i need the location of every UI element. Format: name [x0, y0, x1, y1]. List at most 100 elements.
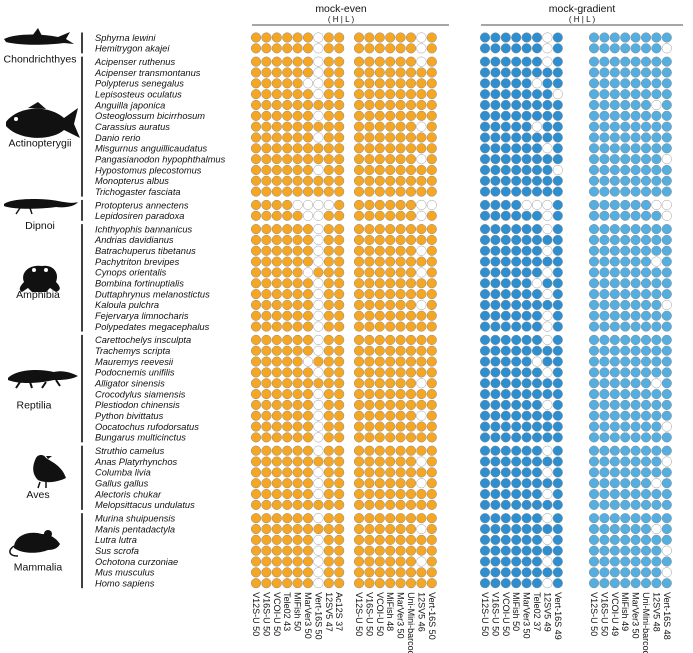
- shark-icon: [4, 28, 74, 45]
- dot-detected: [599, 345, 610, 356]
- dot-detected: [609, 488, 620, 500]
- dot-detected: [661, 367, 672, 378]
- dot-detected: [479, 399, 491, 410]
- dot-detected: [364, 256, 375, 267]
- dot-detected: [531, 67, 543, 78]
- dot-detected: [490, 410, 501, 421]
- dot-detected: [426, 78, 437, 89]
- dot-empty: [302, 267, 314, 278]
- dot-detected: [282, 143, 293, 154]
- dot-detected: [353, 164, 365, 176]
- dot-detected: [261, 545, 272, 556]
- dot-detected: [271, 299, 282, 310]
- dot-detected: [479, 445, 491, 456]
- dot-detected: [531, 210, 543, 221]
- dot-detected: [250, 78, 262, 89]
- dot-detected: [374, 523, 385, 535]
- dot-detected: [609, 256, 620, 267]
- dot-detected: [374, 256, 385, 267]
- dot-detected: [282, 399, 293, 410]
- dot-detected: [261, 164, 272, 176]
- dot-detected: [620, 478, 631, 489]
- dot-detected: [313, 121, 324, 132]
- dot-detected: [479, 421, 491, 432]
- dot-detected: [405, 488, 417, 500]
- dot-detected: [552, 99, 563, 111]
- dot-detected: [490, 389, 501, 400]
- dot-empty: [542, 289, 553, 300]
- dot-detected: [609, 445, 620, 456]
- dot-detected: [500, 310, 511, 321]
- dot-detected: [364, 321, 375, 332]
- dot-detected: [261, 356, 272, 367]
- dot-detected: [479, 478, 491, 489]
- dot-detected: [620, 499, 631, 510]
- dot-detected: [282, 186, 293, 197]
- dot-detected: [405, 267, 417, 278]
- dot-detected: [271, 378, 282, 389]
- dot-detected: [640, 256, 652, 267]
- dot-detected: [374, 89, 385, 100]
- dot-detected: [661, 278, 672, 289]
- dot-detected: [385, 378, 396, 389]
- dot-detected: [609, 32, 620, 43]
- dot-detected: [334, 567, 345, 578]
- dot-detected: [511, 224, 522, 235]
- dot-detected: [374, 245, 385, 256]
- dot-detected: [395, 367, 406, 378]
- dot-detected: [405, 299, 417, 310]
- dot-detected: [542, 67, 553, 78]
- dot-detected: [405, 513, 417, 524]
- dot-detected: [323, 567, 334, 578]
- dot-detected: [385, 67, 396, 78]
- dot-detected: [385, 356, 396, 367]
- dot-empty: [313, 299, 324, 310]
- dot-detected: [261, 345, 272, 356]
- dot-detected: [511, 245, 522, 256]
- dot-detected: [405, 523, 417, 535]
- dot-detected: [405, 164, 417, 176]
- dot-detected: [261, 567, 272, 578]
- dot-empty: [416, 121, 427, 132]
- dot-detected: [542, 78, 553, 89]
- dot-detected: [302, 545, 314, 556]
- dot-detected: [588, 56, 600, 67]
- dot-detected: [511, 110, 522, 121]
- marker-label: Vert-16S 49: [553, 592, 563, 640]
- dot-detected: [552, 567, 563, 578]
- dot-detected: [395, 432, 406, 443]
- dot-detected: [323, 143, 334, 154]
- dot-detected: [250, 43, 262, 54]
- species-label: Monopterus albus: [95, 176, 169, 186]
- dot-detected: [661, 389, 672, 400]
- dot-detected: [630, 278, 641, 289]
- dot-detected: [640, 478, 652, 489]
- dot-detected: [599, 367, 610, 378]
- dot-detected: [374, 499, 385, 510]
- dot-detected: [479, 234, 491, 245]
- dot-detected: [364, 432, 375, 443]
- dot-detected: [374, 199, 385, 210]
- dot-detected: [552, 410, 563, 421]
- dot-detected: [620, 224, 631, 235]
- dot-detected: [630, 78, 641, 89]
- dot-detected: [385, 89, 396, 100]
- dot-detected: [416, 110, 427, 121]
- dot-detected: [416, 224, 427, 235]
- dot-detected: [640, 186, 652, 197]
- dot-detected: [640, 499, 652, 510]
- dot-detected: [261, 43, 272, 54]
- dot-detected: [609, 356, 620, 367]
- dot-detected: [271, 267, 282, 278]
- dot-detected: [661, 132, 672, 143]
- dot-detected: [500, 578, 511, 589]
- dot-detected: [250, 488, 262, 500]
- dot-detected: [630, 389, 641, 400]
- species-label: Oocatochus rufodorsatus: [95, 422, 199, 432]
- dot-detected: [531, 321, 543, 332]
- dot-detected: [385, 78, 396, 89]
- dot-detected: [500, 321, 511, 332]
- dot-detected: [479, 245, 491, 256]
- dot-detected: [395, 334, 406, 345]
- dot-detected: [374, 445, 385, 456]
